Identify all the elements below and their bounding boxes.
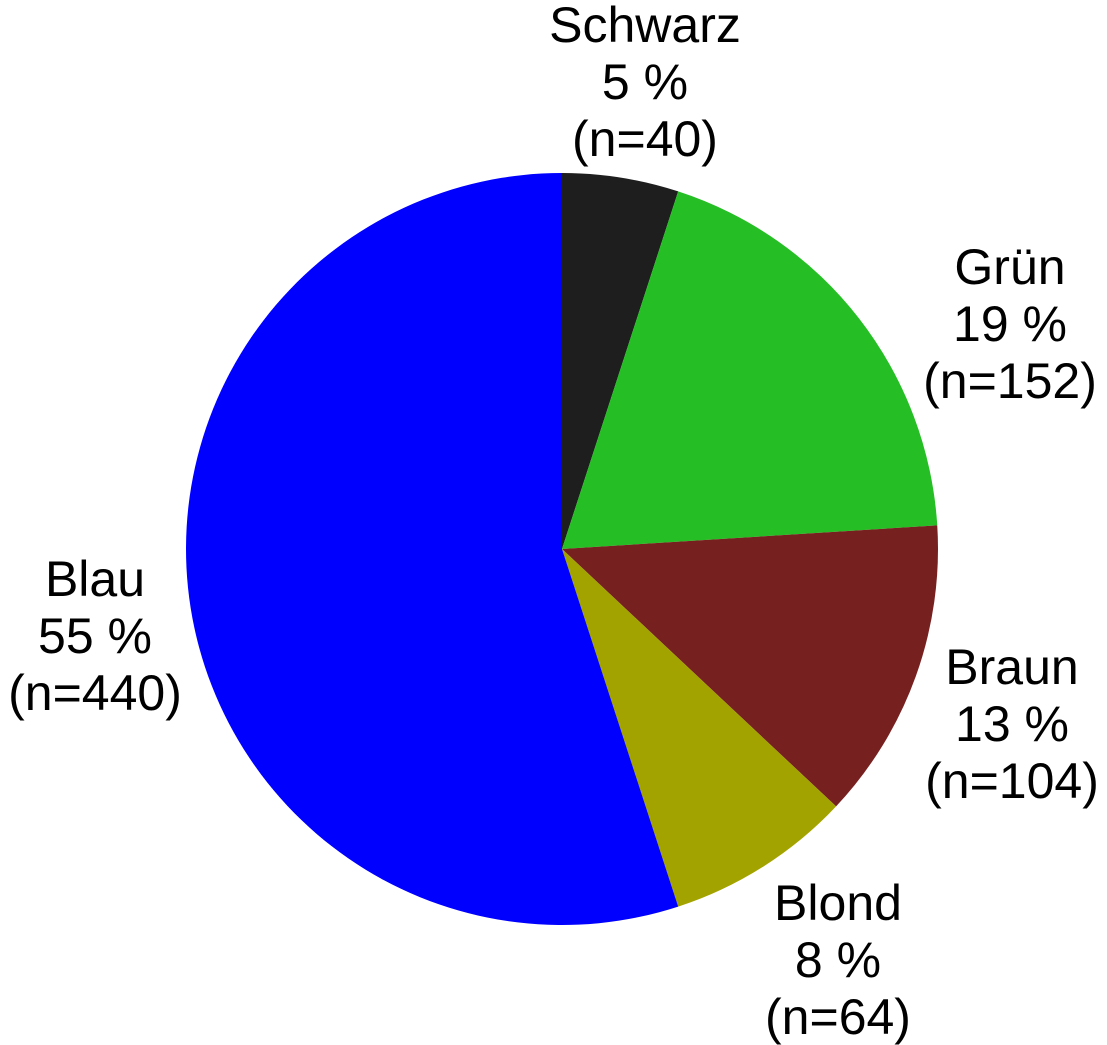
pie-slices xyxy=(186,173,939,925)
pie-slice-braun xyxy=(562,525,939,807)
slice-label-blond: Blond 8 % (n=64) xyxy=(765,875,911,1045)
slice-percent-gruen: 19 % xyxy=(953,296,1067,352)
pie-labels: Schwarz 5 % (n=40) Grün 19 % (n=152) Braun 13 %… xyxy=(8,0,1099,1045)
pie-slice-schwarz xyxy=(562,173,679,549)
slice-count-braun: (n=104) xyxy=(925,753,1099,809)
slice-label-schwarz: Schwarz 5 % (n=40) xyxy=(549,0,741,167)
slice-count-schwarz: (n=40) xyxy=(572,111,718,167)
slice-label-gruen: Grün 19 % (n=152) xyxy=(923,239,1097,409)
slice-percent-blau: 55 % xyxy=(38,608,152,664)
pie-slice-blau xyxy=(186,173,679,925)
slice-percent-braun: 13 % xyxy=(955,696,1069,752)
slice-count-gruen: (n=152) xyxy=(923,353,1097,409)
pie-slice-blond xyxy=(562,549,837,907)
slice-label-blau: Blau 55 % (n=440) xyxy=(8,551,182,721)
slice-name-blau: Blau xyxy=(45,551,145,607)
slice-name-schwarz: Schwarz xyxy=(549,0,741,53)
slice-count-blond: (n=64) xyxy=(765,989,911,1045)
slice-name-blond: Blond xyxy=(774,875,902,931)
slice-label-braun: Braun 13 % (n=104) xyxy=(925,639,1099,809)
slice-percent-schwarz: 5 % xyxy=(602,54,688,110)
slice-name-gruen: Grün xyxy=(954,239,1065,295)
slice-percent-blond: 8 % xyxy=(795,932,881,988)
slice-name-braun: Braun xyxy=(945,639,1078,695)
slice-count-blau: (n=440) xyxy=(8,665,182,721)
pie-slice-gruen xyxy=(562,191,938,549)
